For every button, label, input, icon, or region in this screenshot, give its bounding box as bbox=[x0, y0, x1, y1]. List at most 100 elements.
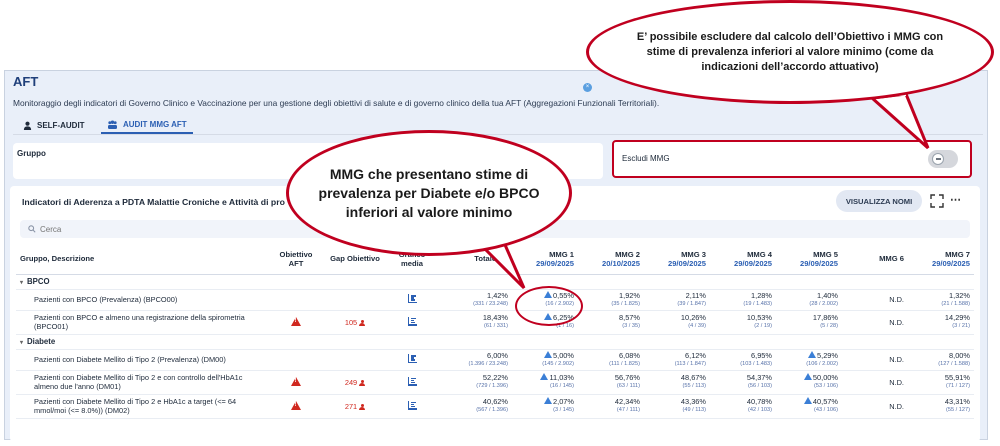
value-line: 6,95% bbox=[751, 351, 772, 360]
value: 40,62% bbox=[482, 397, 508, 406]
mmg-cell: N.D. bbox=[842, 394, 908, 419]
fraction: (567 / 1.396) bbox=[476, 407, 508, 413]
fraction: (1.396 / 23.248) bbox=[468, 360, 509, 367]
col-header-group[interactable]: Gruppo, Descrizione bbox=[16, 244, 270, 275]
mmg-date: 29/09/2025 bbox=[799, 258, 838, 268]
bar-chart-icon[interactable] bbox=[407, 316, 417, 326]
caret-down-icon: ▾ bbox=[20, 340, 24, 346]
gap-value: 271 bbox=[344, 401, 358, 411]
gap-cell bbox=[322, 289, 388, 311]
bar-chart-icon[interactable] bbox=[407, 376, 417, 386]
value-line: 10,26% bbox=[681, 313, 706, 322]
group-row[interactable]: ▾ Diabete bbox=[16, 334, 974, 350]
value: 6,00% bbox=[487, 350, 508, 360]
fraction: (47 / 111) bbox=[616, 407, 640, 413]
mmg-name: MMG 1 bbox=[549, 249, 574, 259]
fraction: (3 / 145) bbox=[553, 407, 574, 413]
col-header-mmg2[interactable]: MMG 2 20/10/2025 bbox=[578, 244, 644, 275]
more-options-icon[interactable]: ⋯ bbox=[950, 194, 961, 206]
value-line: 1,28% bbox=[751, 291, 772, 300]
value-line: 40,57% bbox=[803, 397, 838, 406]
value-line: 50,00% bbox=[803, 373, 838, 382]
clear-filter-icon[interactable]: × bbox=[583, 83, 592, 92]
value-line: 6,12% bbox=[685, 351, 706, 360]
table-row[interactable]: Pazienti con BPCO (Prevalenza) (BPCO00) 1… bbox=[16, 289, 974, 311]
fraction: (729 / 1.396) bbox=[476, 383, 508, 389]
value: 10,53% bbox=[746, 313, 772, 322]
mmg-cell: 14,29% (3 / 21) bbox=[908, 310, 974, 335]
bar-chart-icon[interactable] bbox=[407, 294, 417, 303]
toggle-knob bbox=[932, 153, 944, 165]
page-title: AFT bbox=[13, 74, 39, 89]
search-input[interactable] bbox=[40, 224, 240, 234]
col-header-mmg6[interactable]: MMG 6 bbox=[842, 244, 908, 275]
table-row[interactable]: Pazienti con Diabete Mellito di Tipo 2 e… bbox=[16, 394, 974, 419]
gap-cell: 271 bbox=[322, 394, 388, 419]
bar-chart-icon[interactable] bbox=[407, 400, 417, 410]
alert-triangle-icon bbox=[803, 397, 812, 404]
table-row[interactable]: Pazienti con BPCO e almeno una registraz… bbox=[16, 310, 974, 335]
value-line: 40,78% bbox=[747, 397, 772, 406]
col-header-mmg7[interactable]: MMG 7 29/09/2025 bbox=[908, 244, 974, 275]
fraction: (111 / 1.825) bbox=[609, 360, 640, 367]
value-line: 1,92% bbox=[619, 291, 640, 300]
value-line: N.D. bbox=[889, 378, 904, 387]
value-line: 55,91% bbox=[945, 373, 970, 382]
group-filter-label: Gruppo bbox=[17, 149, 46, 158]
group-cell[interactable]: ▾ BPCO bbox=[16, 274, 974, 290]
value: 17,86% bbox=[812, 313, 838, 322]
group-cell[interactable]: ▾ Diabete bbox=[16, 334, 974, 350]
fraction: (55 / 127) bbox=[946, 407, 970, 413]
expand-icon[interactable] bbox=[930, 194, 944, 208]
mmg-cell: 6,95% (103 / 1.483) bbox=[710, 349, 776, 371]
tab-audit-mmg-aft[interactable]: AUDIT MMG AFT bbox=[101, 117, 193, 134]
group-row[interactable]: ▾ BPCO bbox=[16, 274, 974, 290]
value: 50,00% bbox=[812, 373, 838, 382]
col-header-mmg3[interactable]: MMG 3 29/09/2025 bbox=[644, 244, 710, 275]
indicator-description: Pazienti con Diabete Mellito di Tipo 2 (… bbox=[16, 349, 270, 371]
chart-cell bbox=[388, 289, 436, 311]
mmg-date: 29/09/2025 bbox=[667, 258, 706, 268]
mmg-cell: 43,31% (55 / 127) bbox=[908, 394, 974, 419]
value-line: 42,34% bbox=[615, 397, 640, 406]
fraction: (21 / 1.588) bbox=[941, 300, 970, 307]
value: 18,43% bbox=[482, 313, 508, 322]
mmg-cell: 10,26% (4 / 39) bbox=[644, 310, 710, 335]
callout-exclude-mmg: E’ possibile escludere dal calcolo dell’… bbox=[586, 0, 994, 104]
value: 5,29% bbox=[817, 350, 838, 360]
indicator-text: Pazienti con BPCO e almeno una registraz… bbox=[34, 313, 245, 331]
value: N.D. bbox=[889, 295, 904, 304]
mmg-cell: 2,07% (3 / 145) bbox=[512, 394, 578, 419]
tab-bar: SELF-AUDIT AUDIT MMG AFT bbox=[13, 115, 983, 135]
warning-icon bbox=[291, 316, 301, 326]
mmg-cell: 8,57% (3 / 35) bbox=[578, 310, 644, 335]
tab-self-audit[interactable]: SELF-AUDIT bbox=[17, 117, 91, 134]
bar-chart-icon[interactable] bbox=[407, 354, 417, 363]
value-line: 8,57% bbox=[619, 313, 640, 322]
fraction: (42 / 103) bbox=[748, 407, 772, 413]
mmg-date: 29/09/2025 bbox=[535, 258, 574, 268]
value: 42,34% bbox=[614, 397, 640, 406]
fraction: (3 / 21) bbox=[952, 323, 970, 329]
value: N.D. bbox=[889, 401, 904, 411]
col-header-obiettivo[interactable]: Obiettivo AFT bbox=[270, 244, 322, 275]
chart-cell bbox=[388, 349, 436, 371]
exclude-mmg-toggle[interactable] bbox=[928, 150, 958, 168]
value: 56,76% bbox=[614, 373, 640, 382]
col-header-mmg1[interactable]: MMG 1 29/09/2025 bbox=[512, 244, 578, 275]
fraction: (103 / 1.483) bbox=[740, 360, 772, 367]
value-line: 5,29% bbox=[808, 350, 838, 360]
alert-triangle-icon bbox=[540, 373, 549, 380]
fraction: (53 / 106) bbox=[814, 383, 838, 389]
fraction: (43 / 106) bbox=[814, 407, 838, 413]
value: 1,92% bbox=[619, 290, 640, 300]
col-header-mmg5[interactable]: MMG 5 29/09/2025 bbox=[776, 244, 842, 275]
value: 5,00% bbox=[553, 350, 574, 360]
table-row[interactable]: Pazienti con Diabete Mellito di Tipo 2 e… bbox=[16, 370, 974, 395]
col-header-mmg4[interactable]: MMG 4 29/09/2025 bbox=[710, 244, 776, 275]
show-names-button[interactable]: VISUALIZZA NOMI bbox=[836, 190, 922, 212]
value-line: 6,08% bbox=[619, 351, 640, 360]
value: 2,11% bbox=[685, 290, 706, 300]
gap-value: 105 bbox=[344, 317, 358, 327]
table-row[interactable]: Pazienti con Diabete Mellito di Tipo 2 (… bbox=[16, 349, 974, 371]
